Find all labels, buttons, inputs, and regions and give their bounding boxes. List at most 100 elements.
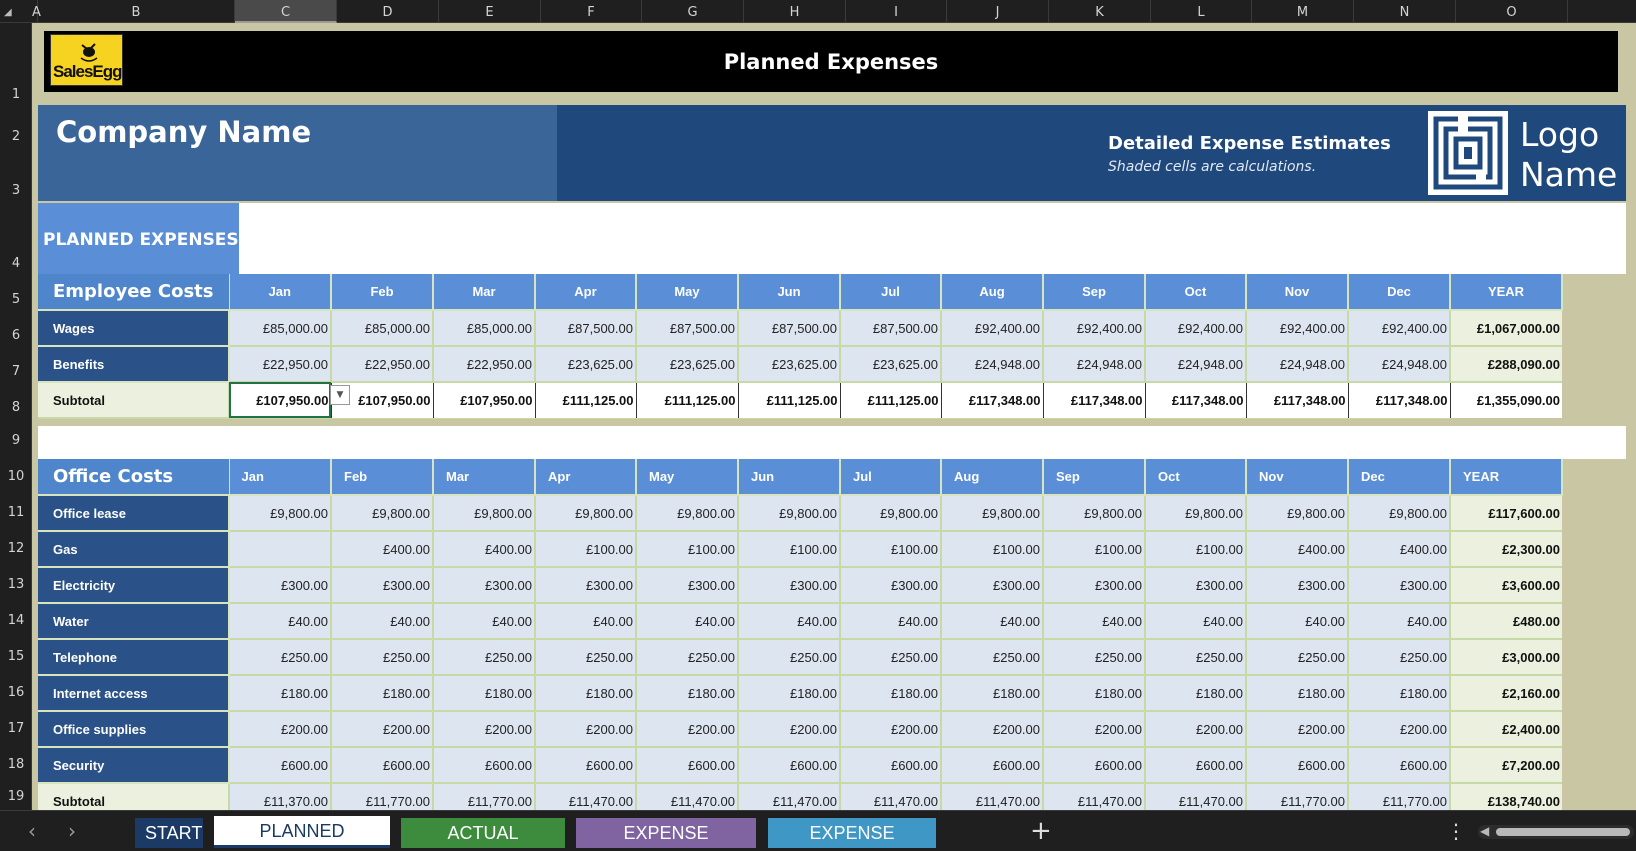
value-cell[interactable]: £400.00 [331, 531, 434, 568]
value-cell[interactable]: £92,400.00 [1246, 310, 1349, 347]
value-cell[interactable]: £85,000.00 [433, 310, 536, 347]
row-header-15[interactable]: 15 [7, 649, 25, 664]
value-cell[interactable]: £40.00 [738, 603, 841, 640]
value-cell[interactable]: £40.00 [636, 603, 739, 640]
value-cell[interactable]: £200.00 [636, 711, 739, 748]
subtotal-label[interactable]: Subtotal [38, 783, 230, 810]
value-cell[interactable]: £200.00 [1043, 711, 1146, 748]
subtotal-label[interactable]: Subtotal [38, 382, 230, 419]
subtotal-cell[interactable]: £11,470.00 [738, 783, 841, 810]
row-header-14[interactable]: 14 [7, 613, 25, 628]
value-cell[interactable] [229, 531, 332, 568]
subtotal-year-cell[interactable]: £1,355,090.00 [1450, 382, 1562, 418]
value-cell[interactable]: £92,400.00 [1043, 310, 1146, 347]
value-cell[interactable]: £200.00 [840, 711, 942, 748]
column-header-b[interactable]: B [38, 0, 235, 23]
value-cell[interactable]: £600.00 [1348, 747, 1451, 784]
value-cell[interactable]: £100.00 [1043, 531, 1146, 568]
value-cell[interactable]: £9,800.00 [535, 495, 637, 532]
value-cell[interactable]: £250.00 [1145, 639, 1247, 676]
value-cell[interactable]: £200.00 [229, 711, 332, 748]
value-cell[interactable]: £250.00 [229, 639, 332, 676]
value-cell[interactable]: £180.00 [1043, 675, 1146, 712]
value-cell[interactable]: £9,800.00 [1348, 495, 1451, 532]
value-cell[interactable]: £600.00 [229, 747, 332, 784]
company-name[interactable]: Company Name [56, 115, 312, 149]
value-cell[interactable]: £180.00 [535, 675, 637, 712]
year-total-cell[interactable]: £2,400.00 [1450, 711, 1562, 748]
value-cell[interactable]: £40.00 [1043, 603, 1146, 640]
value-cell[interactable]: £200.00 [535, 711, 637, 748]
subtotal-cell[interactable]: £11,770.00 [1246, 783, 1349, 810]
value-cell[interactable]: £40.00 [941, 603, 1044, 640]
column-header-h[interactable]: H [744, 0, 846, 23]
row-header-7[interactable]: 7 [11, 364, 21, 379]
value-cell[interactable]: £9,800.00 [738, 495, 841, 532]
value-cell[interactable]: £180.00 [941, 675, 1044, 712]
subtotal-cell[interactable]: £111,125.00 [738, 382, 841, 419]
row-header-4[interactable]: 4 [11, 256, 21, 271]
value-cell[interactable]: £200.00 [941, 711, 1044, 748]
value-cell[interactable]: £600.00 [433, 747, 536, 784]
value-cell[interactable]: £100.00 [535, 531, 637, 568]
subtotal-cell[interactable]: £11,470.00 [1145, 783, 1247, 810]
value-cell[interactable]: £400.00 [1348, 531, 1451, 568]
value-cell[interactable]: £600.00 [941, 747, 1044, 784]
row-header-12[interactable]: 12 [7, 541, 25, 556]
year-total-cell[interactable]: £1,067,000.00 [1450, 310, 1562, 347]
chevron-right-icon[interactable]: › [68, 819, 76, 843]
value-cell[interactable]: £300.00 [636, 567, 739, 604]
value-cell[interactable]: £40.00 [1145, 603, 1247, 640]
row-label[interactable]: Electricity [38, 567, 230, 604]
subtotal-cell[interactable]: £117,348.00 [1145, 382, 1247, 419]
sheet-tab-expense-analysis[interactable]: EXPENSE ANALYSIS [768, 818, 936, 848]
column-header-f[interactable]: F [541, 0, 642, 23]
value-cell[interactable]: £250.00 [535, 639, 637, 676]
column-header-d[interactable]: D [337, 0, 439, 23]
column-header-g[interactable]: G [642, 0, 744, 23]
subtotal-cell[interactable]: £11,770.00 [331, 783, 434, 810]
value-cell[interactable]: £600.00 [331, 747, 434, 784]
value-cell[interactable]: £180.00 [433, 675, 536, 712]
row-label[interactable]: Gas [38, 531, 230, 568]
row-header-18[interactable]: 18 [7, 757, 25, 772]
value-cell[interactable]: £180.00 [331, 675, 434, 712]
value-cell[interactable]: £100.00 [738, 531, 841, 568]
value-cell[interactable]: £9,800.00 [840, 495, 942, 532]
row-header-8[interactable]: 8 [11, 400, 21, 415]
column-header-i[interactable]: I [846, 0, 947, 23]
chevron-left-icon[interactable]: ‹ [28, 819, 36, 843]
subtotal-cell[interactable]: £107,950.00 [433, 382, 536, 419]
row-header-6[interactable]: 6 [11, 328, 21, 343]
value-cell[interactable]: £87,500.00 [738, 310, 841, 347]
subtotal-cell[interactable]: £11,770.00 [1348, 783, 1451, 810]
column-header-m[interactable]: M [1252, 0, 1354, 23]
row-header-1[interactable]: 1 [11, 87, 21, 102]
column-header-o[interactable]: O [1456, 0, 1568, 23]
value-cell[interactable]: £180.00 [738, 675, 841, 712]
value-cell[interactable]: £300.00 [331, 567, 434, 604]
value-cell[interactable]: £9,800.00 [1246, 495, 1349, 532]
value-cell[interactable]: £400.00 [433, 531, 536, 568]
subtotal-cell[interactable]: £117,348.00 [941, 382, 1044, 419]
subtotal-cell[interactable]: £117,348.00 [1043, 382, 1146, 419]
value-cell[interactable]: £600.00 [1145, 747, 1247, 784]
row-header-11[interactable]: 11 [7, 505, 25, 520]
value-cell[interactable]: £200.00 [738, 711, 841, 748]
value-cell[interactable]: £200.00 [1246, 711, 1349, 748]
value-cell[interactable]: £200.00 [433, 711, 536, 748]
value-cell[interactable]: £23,625.00 [840, 346, 942, 383]
value-cell[interactable]: £300.00 [941, 567, 1044, 604]
row-header-16[interactable]: 16 [7, 685, 25, 700]
subtotal-cell[interactable]: £117,348.00 [1246, 382, 1349, 419]
row-header-2[interactable]: 2 [11, 129, 21, 144]
value-cell[interactable]: £250.00 [331, 639, 434, 676]
value-cell[interactable]: £250.00 [433, 639, 536, 676]
value-cell[interactable]: £180.00 [1145, 675, 1247, 712]
column-header-n[interactable]: N [1354, 0, 1456, 23]
value-cell[interactable]: £250.00 [636, 639, 739, 676]
row-label[interactable]: Wages [38, 310, 230, 347]
vertical-dots-icon[interactable]: ⋮ [1446, 819, 1466, 843]
value-cell[interactable]: £24,948.00 [941, 346, 1044, 383]
value-cell[interactable]: £400.00 [1246, 531, 1349, 568]
